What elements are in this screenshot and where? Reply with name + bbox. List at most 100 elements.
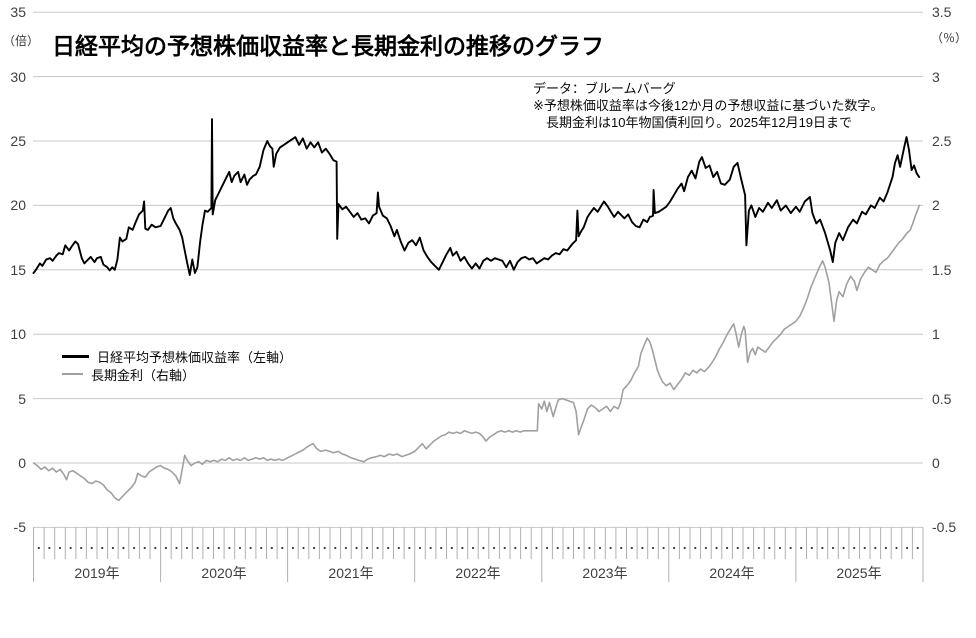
month-dot: [111, 546, 114, 550]
right-axis-tick-label: 1.5: [932, 262, 952, 278]
month-dot: [270, 546, 273, 550]
month-dot: [736, 546, 739, 550]
month-dot: [175, 546, 178, 550]
rate-legend-label: 長期金利（右軸）: [91, 367, 196, 383]
left-axis-tick-label: 25: [10, 133, 26, 149]
left-axis-tick-label: 15: [10, 262, 26, 278]
month-dot: [556, 546, 559, 550]
month-dot: [440, 546, 443, 550]
month-dot: [387, 546, 390, 550]
month-dot: [694, 546, 697, 550]
month-dot: [48, 546, 51, 550]
pe-ratio-line: [32, 118, 921, 276]
month-dot: [598, 546, 602, 550]
x-axis-year-label: 2019年: [74, 565, 120, 581]
legend-row-pe: 日経平均予想株価収益率（左軸）: [62, 347, 292, 365]
month-dot: [853, 546, 856, 550]
month-dot: [726, 546, 729, 550]
month-dot: [133, 546, 136, 550]
month-dot: [651, 546, 655, 550]
right-axis-unit-label: （％）: [931, 31, 968, 45]
month-dot: [524, 546, 528, 550]
month-dot: [715, 546, 718, 550]
right-axis-tick-label: -0.5: [932, 519, 957, 535]
month-dot: [482, 546, 485, 550]
month-dot: [863, 546, 866, 550]
month-dot: [154, 546, 157, 550]
rate-line-swatch: [62, 373, 83, 375]
x-axis-year-label: 2021年: [328, 565, 374, 581]
month-dot: [164, 546, 167, 550]
pe-legend-label: 日経平均予想株価収益率（左軸）: [97, 349, 293, 365]
month-dot: [355, 546, 358, 550]
month-dot: [122, 546, 125, 550]
left-axis-tick-label: -5: [13, 519, 26, 535]
right-axis-tick-label: 3: [932, 69, 940, 85]
month-dot: [673, 546, 676, 550]
pe-line-swatch: [62, 354, 89, 358]
rate-definition-note: 長期金利は10年物国債利回り。2025年12月19日まで: [546, 115, 853, 130]
interest-rate-line: [32, 204, 921, 502]
month-dot: [429, 546, 432, 550]
month-dot: [895, 546, 898, 550]
left-axis-tick-label: 30: [10, 69, 26, 85]
month-dot: [376, 546, 379, 550]
month-dot: [80, 546, 83, 550]
x-axis-year-label: 2022年: [455, 565, 501, 581]
month-dot: [217, 546, 220, 550]
month-dot: [37, 546, 40, 550]
month-dot: [397, 546, 400, 550]
month-dot: [366, 546, 369, 550]
x-axis-year-label: 2020年: [201, 565, 247, 581]
right-axis-tick-label: 2: [932, 197, 940, 213]
month-dot: [207, 546, 210, 550]
month-dot: [196, 546, 199, 550]
month-dot: [831, 546, 835, 550]
month-dot: [821, 546, 824, 550]
left-axis-tick-label: 20: [10, 197, 26, 213]
month-dot: [800, 546, 803, 550]
month-dot: [747, 546, 750, 550]
month-dot: [884, 546, 888, 550]
pe-definition-note: ※予想株価収益率は今後12か月の予想収益に基づいた数字。: [533, 98, 884, 113]
month-dot: [450, 546, 453, 550]
month-dot: [789, 546, 792, 550]
month-dot: [493, 546, 496, 550]
month-dot: [683, 546, 686, 550]
month-dot: [535, 546, 538, 550]
month-dot: [916, 546, 919, 550]
left-axis-tick-label: 5: [18, 391, 26, 407]
right-axis-tick-label: 1: [932, 326, 940, 342]
month-dot: [874, 546, 877, 550]
month-dot: [291, 546, 294, 550]
month-dot: [302, 546, 305, 550]
month-dot: [662, 546, 665, 550]
month-dot: [408, 546, 411, 550]
data-source-note: データ：ブルームバーグ: [533, 81, 676, 96]
month-dot: [249, 546, 252, 550]
month-dot: [344, 546, 347, 550]
legend: 日経平均予想株価収益率（左軸） 長期金利（右軸）: [62, 347, 292, 383]
right-axis-tick-label: 0: [932, 455, 940, 471]
month-dot: [90, 546, 93, 550]
month-dot: [577, 546, 580, 550]
month-dot: [757, 546, 761, 550]
month-dot: [334, 546, 337, 550]
left-axis-tick-label: 0: [18, 455, 26, 471]
month-dot: [185, 546, 189, 550]
month-dot: [842, 546, 845, 550]
month-dot: [238, 546, 242, 550]
month-dot: [768, 546, 771, 550]
month-dot: [69, 546, 72, 550]
month-dot: [503, 546, 506, 550]
right-axis-tick-label: 3.5: [932, 4, 952, 20]
month-dot: [281, 546, 284, 550]
right-axis-tick-label: 2.5: [932, 133, 952, 149]
month-dot: [609, 546, 612, 550]
chart-title: 日経平均の予想株価収益率と長期金利の推移のグラフ: [52, 33, 604, 59]
month-dot: [546, 546, 549, 550]
legend-row-rate: 長期金利（右軸）: [62, 365, 292, 383]
month-dot: [418, 546, 422, 550]
